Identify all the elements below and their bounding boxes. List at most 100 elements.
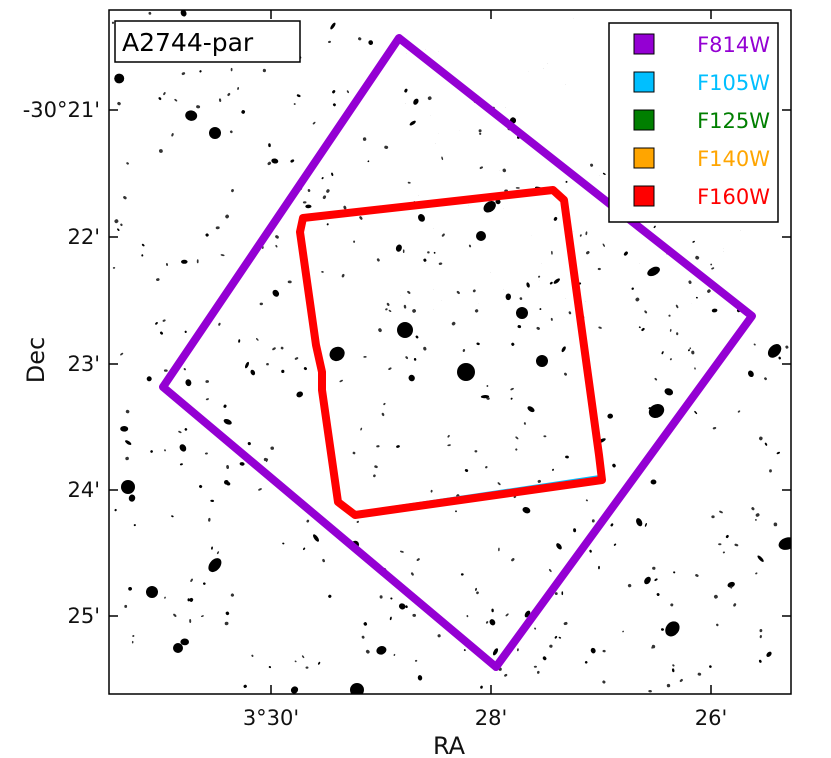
sky-source [365, 649, 370, 654]
sky-source [241, 110, 246, 114]
sky-source [290, 159, 295, 163]
sky-source [778, 356, 781, 360]
sky-source [586, 251, 590, 255]
sky-source [472, 289, 476, 293]
sky-source [485, 621, 489, 624]
sky-source [376, 645, 387, 655]
sky-source [183, 368, 186, 371]
sky-source [302, 547, 306, 551]
sky-source [181, 72, 186, 76]
sky-source [548, 568, 552, 573]
sky-source [665, 621, 680, 637]
legend-label: F814W [697, 33, 770, 57]
sky-source [247, 442, 251, 446]
sky-source [479, 132, 482, 135]
sky-source [331, 172, 334, 177]
sky-source [623, 251, 628, 256]
sky-source [486, 385, 489, 387]
sky-source [343, 205, 347, 210]
sky-source [407, 290, 411, 294]
sky-source [730, 586, 733, 589]
sky-source [326, 223, 329, 226]
sky-source [590, 163, 594, 167]
sky-source [533, 665, 537, 668]
sky-source [447, 434, 450, 438]
sky-source [474, 450, 478, 453]
sky-source [727, 581, 735, 588]
sky-source [322, 195, 327, 200]
sky-source [694, 410, 698, 415]
sky-source [689, 347, 692, 350]
sky-source [405, 605, 408, 609]
sky-source [280, 346, 284, 350]
sky-source [644, 576, 651, 585]
legend-swatch [633, 33, 655, 55]
sky-source [404, 88, 408, 93]
sky-source [522, 507, 531, 514]
legend-label: F125W [697, 109, 770, 133]
bright-source [173, 643, 183, 653]
sky-source [339, 379, 343, 383]
sky-source [602, 680, 606, 684]
sky-source [312, 534, 320, 542]
sky-source [423, 346, 427, 351]
sky-source [215, 226, 220, 230]
sky-source [778, 537, 791, 550]
sky-source [352, 451, 356, 455]
sky-source [184, 330, 187, 333]
sky-source [737, 410, 741, 413]
sky-source [363, 622, 368, 626]
bright-source [516, 307, 528, 319]
sky-source [223, 404, 227, 408]
sky-source [120, 425, 129, 432]
sky-source [556, 543, 562, 550]
sky-source [510, 387, 514, 391]
sky-source [584, 660, 588, 664]
sky-source [208, 517, 211, 522]
sky-source [125, 440, 132, 445]
sky-source [462, 349, 466, 352]
sky-source [438, 262, 443, 265]
x-tick-label: 26' [695, 706, 728, 730]
sky-source [187, 598, 190, 602]
sky-source [519, 297, 523, 300]
sky-source [474, 309, 479, 313]
sky-source [670, 603, 674, 607]
sky-source [398, 603, 406, 610]
sky-source [579, 234, 582, 237]
field-name: A2744-par [122, 28, 254, 57]
sky-source [226, 465, 230, 469]
sky-source [120, 223, 123, 227]
sky-source [296, 391, 303, 398]
sky-source [171, 133, 174, 137]
legend-swatch [633, 71, 655, 93]
sky-source [590, 647, 596, 654]
sky-source [282, 542, 285, 545]
sky-source [479, 166, 483, 169]
sky-source [568, 311, 572, 315]
sky-source [114, 73, 125, 84]
bright-source [146, 586, 158, 598]
bright-source [209, 127, 221, 139]
sky-source [259, 302, 263, 306]
sky-source [413, 98, 419, 105]
sky-source [536, 326, 540, 330]
bright-source [121, 480, 135, 494]
sky-source [505, 613, 509, 617]
sky-source [184, 428, 188, 431]
sky-source [326, 189, 330, 193]
sky-source [362, 137, 367, 141]
sky-source [515, 448, 518, 451]
sky-source [384, 145, 389, 149]
sky-source [381, 412, 385, 417]
sky-source [272, 289, 280, 297]
sky-source [178, 430, 182, 434]
legend-label: F105W [697, 71, 770, 95]
sky-source [751, 507, 755, 511]
sky-source [451, 321, 456, 326]
sky-source [414, 659, 418, 662]
sky-source [158, 97, 162, 101]
sky-source [648, 404, 665, 418]
sky-source [322, 558, 325, 563]
sky-source [332, 90, 336, 94]
